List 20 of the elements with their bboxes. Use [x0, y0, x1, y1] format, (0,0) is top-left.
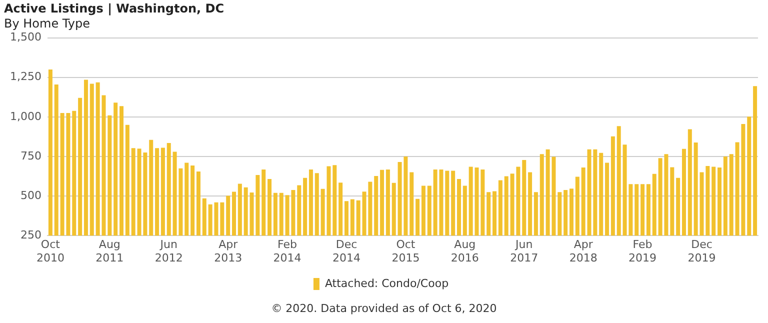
x-tick-label: Aug 2011	[96, 238, 124, 264]
x-tick-label: Oct 2015	[392, 238, 420, 264]
y-tick-label: 1,000	[10, 110, 42, 123]
x-tick-label: Feb 2019	[628, 238, 657, 264]
x-tick-label: Dec 2019	[688, 238, 716, 264]
x-tick-label: Jun 2012	[154, 238, 183, 264]
x-tick-label: Jun 2017	[510, 238, 538, 264]
text: © 2020. Data provided as of Oct 6, 2020	[270, 302, 498, 315]
legend-label: Attached: Condo/Coop	[324, 276, 449, 290]
chart-title: Active Listings | Washington, DC	[4, 1, 224, 16]
chart-subtitle: By Home Type	[4, 16, 90, 31]
x-tick-label: Apr 2013	[214, 238, 242, 264]
y-tick-label: 750	[20, 149, 42, 162]
y-tick-label: 1,500	[10, 30, 42, 44]
x-tick-label: Feb 2014	[273, 238, 302, 264]
x-tick-label: Apr 2018	[569, 238, 598, 264]
y-tick-label: 500	[20, 188, 42, 202]
y-tick-label: 1,250	[10, 70, 42, 84]
x-tick-label: Dec 2014	[332, 238, 360, 264]
x-tick-label: Aug 2016	[450, 238, 479, 264]
